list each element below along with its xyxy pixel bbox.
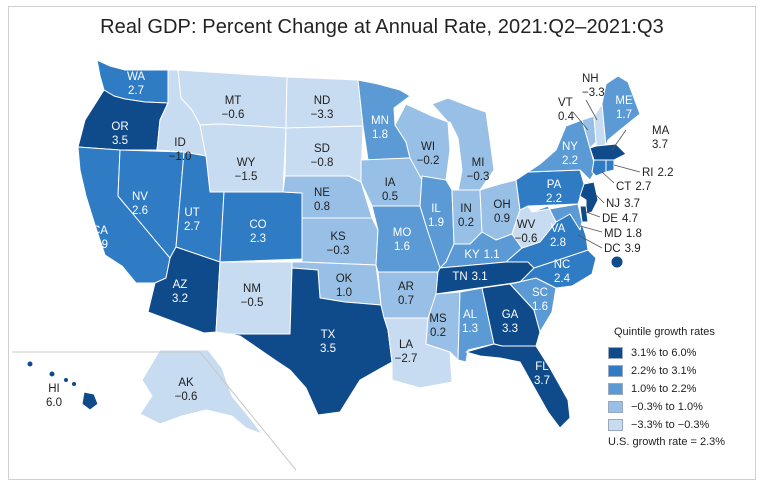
state-DC [610,255,624,269]
label-ND: ND −3.3 [311,95,334,121]
state-RI [605,159,615,173]
label-VT: VT 0.4 [558,97,575,123]
label-CO: CO 2.3 [249,219,266,245]
legend-row: 3.1% to 6.0% [608,344,725,362]
label-MI: MI −0.3 [467,157,490,183]
state-MD [531,203,583,231]
inset-divider [12,351,297,471]
label-DE: DE 4.7 [602,213,638,225]
state-HI-island-3 [63,377,69,383]
legend-label: −3.3% to −0.3% [631,419,710,431]
legend-row: 2.2% to 3.1% [608,362,725,380]
label-FL: FL 3.7 [534,361,550,387]
state-FL [465,343,571,429]
legend-row: −3.3% to −0.3% [608,416,725,434]
label-NM: NM −0.5 [241,283,264,309]
label-MN: MN 1.8 [371,115,389,141]
legend-label: −0.3% to 1.0% [631,401,703,413]
label-CA: CA 2.9 [92,225,108,251]
legend-label: 2.2% to 3.1% [631,365,697,377]
label-MS: MS 0.2 [429,313,447,339]
label-WA: WA 2.7 [127,71,145,97]
legend-title: Quintile growth rates [614,326,715,338]
legend-swatch [608,383,623,395]
label-SC: SC 1.6 [532,287,548,313]
label-NH: NH −3.3 [582,73,605,99]
us-growth-rate-note: U.S. growth rate = 2.3% [608,436,726,448]
state-HI-island-4 [71,381,77,387]
label-UT: UT 2.7 [184,207,200,233]
state-ME [601,75,641,147]
label-KS: KS −0.3 [327,231,350,257]
state-HI [81,391,99,411]
label-WI: WI −0.2 [417,141,440,167]
legend-label: 3.1% to 6.0% [631,347,697,359]
legend: Quintile growth rates 3.1% to 6.0% 2.2% … [608,326,725,448]
legend-swatch [608,365,623,377]
label-PA: PA 2.2 [546,179,562,205]
legend-swatch [608,419,623,431]
label-NV: NV 2.6 [132,191,148,217]
label-OR: OR 3.5 [111,121,128,147]
label-SD: SD −0.8 [311,143,334,169]
state-TX [227,267,393,416]
label-MO: MO 1.6 [393,227,412,253]
label-GA: GA 3.3 [502,309,519,335]
label-HI: HI 6.0 [46,383,62,409]
label-VA: VA 2.8 [550,223,566,249]
legend-row: −0.3% to 1.0% [608,398,725,416]
callout-leaders [572,99,641,249]
state-AK [139,349,263,435]
label-TX: TX 3.5 [320,329,336,355]
legend-swatch [608,401,623,413]
label-AR: AR 0.7 [398,281,414,307]
state-MA [589,143,627,161]
label-LA: LA −2.7 [395,339,418,365]
label-KY: KY 1.1 [464,249,499,261]
label-IA: IA 0.5 [382,177,398,203]
state-HI-island-2 [48,370,56,378]
label-WV: WV −0.6 [515,219,538,245]
label-NE: NE 0.8 [314,187,330,213]
label-AL: AL 1.3 [462,309,478,335]
map-title: Real GDP: Percent Change at Annual Rate,… [100,16,664,38]
label-DC: DC 3.9 [604,243,641,255]
label-NC: NC 2.4 [554,259,571,285]
state-HI-island-1 [26,360,34,368]
label-ME: ME 1.7 [615,95,633,121]
label-CT: CT 2.7 [616,181,651,193]
label-AZ: AZ 3.2 [172,279,188,305]
label-TN: TN 3.1 [452,271,487,283]
label-RI: RI 2.2 [642,167,674,179]
label-IN: IN 0.2 [458,203,474,229]
label-IL: IL 1.9 [428,203,444,229]
label-OH: OH 0.9 [493,199,510,225]
label-OK: OK 1.0 [336,273,353,299]
label-NJ: NJ 3.7 [606,198,640,210]
legend-swatch [608,347,623,359]
label-MT: MT −0.6 [222,95,245,121]
label-MD: MD 1.8 [604,228,642,240]
label-MA: MA 3.7 [652,125,670,151]
state-DE [579,205,589,223]
label-NY: NY 2.2 [562,141,578,167]
label-AK: AK −0.6 [175,377,198,403]
legend-row: 1.0% to 2.2% [608,380,725,398]
label-WY: WY −1.5 [235,157,258,183]
label-ID: ID −1.0 [169,137,192,163]
legend-label: 1.0% to 2.2% [631,383,697,395]
